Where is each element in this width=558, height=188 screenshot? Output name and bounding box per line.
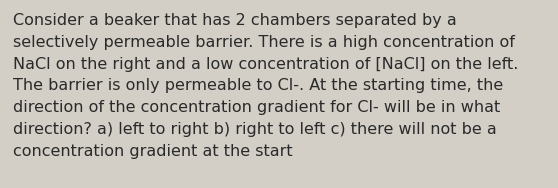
Text: direction of the concentration gradient for Cl- will be in what: direction of the concentration gradient … xyxy=(13,100,501,115)
Text: direction? a) left to right b) right to left c) there will not be a: direction? a) left to right b) right to … xyxy=(13,122,497,137)
Text: Consider a beaker that has 2 chambers separated by a: Consider a beaker that has 2 chambers se… xyxy=(13,13,457,28)
Text: NaCl on the right and a low concentration of [NaCl] on the left.: NaCl on the right and a low concentratio… xyxy=(13,57,518,72)
Text: selectively permeable barrier. There is a high concentration of: selectively permeable barrier. There is … xyxy=(13,35,515,50)
Text: concentration gradient at the start: concentration gradient at the start xyxy=(13,144,292,159)
Text: The barrier is only permeable to Cl-. At the starting time, the: The barrier is only permeable to Cl-. At… xyxy=(13,78,503,93)
